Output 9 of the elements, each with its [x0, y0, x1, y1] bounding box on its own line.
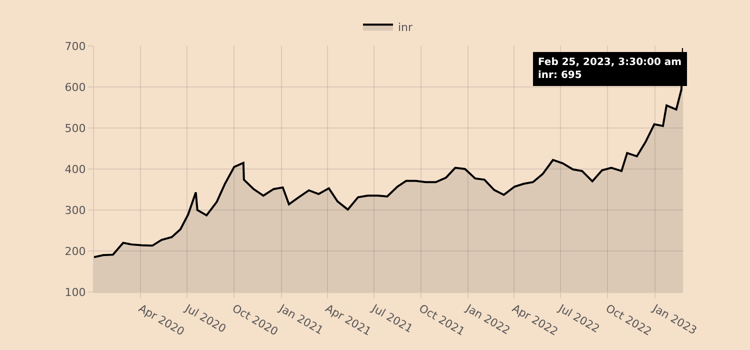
y-tick-label: 400: [64, 162, 86, 176]
y-tick-label: 700: [64, 40, 86, 53]
annotation: Feb 25, 2023, 3:30:00 am inr: 695: [538, 57, 682, 81]
y-tick-label: 600: [64, 80, 86, 94]
y-tick-label: 500: [64, 122, 86, 135]
y-tick-label: 300: [64, 204, 86, 217]
y-tick-label: 100: [64, 286, 86, 299]
y-tick-label: 200: [64, 244, 86, 258]
legend-label: inr: [398, 20, 414, 34]
